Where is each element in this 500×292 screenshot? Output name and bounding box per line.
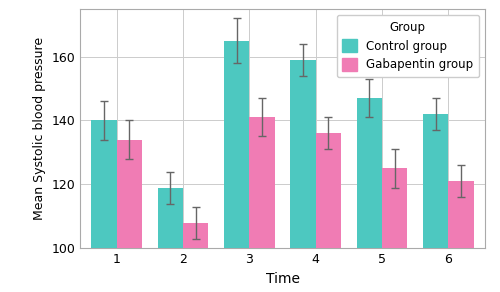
Legend: Control group, Gabapentin group: Control group, Gabapentin group bbox=[336, 15, 479, 77]
Bar bbox=[316, 133, 341, 292]
X-axis label: Time: Time bbox=[266, 272, 300, 286]
Bar bbox=[224, 41, 250, 292]
Bar bbox=[158, 187, 183, 292]
Bar bbox=[448, 181, 473, 292]
Bar bbox=[357, 98, 382, 292]
Bar bbox=[382, 168, 407, 292]
Y-axis label: Mean Systolic blood pressure: Mean Systolic blood pressure bbox=[32, 37, 46, 220]
Bar bbox=[290, 60, 316, 292]
Bar bbox=[92, 121, 116, 292]
Bar bbox=[424, 114, 448, 292]
Bar bbox=[183, 223, 208, 292]
Bar bbox=[116, 140, 141, 292]
Bar bbox=[250, 117, 274, 292]
